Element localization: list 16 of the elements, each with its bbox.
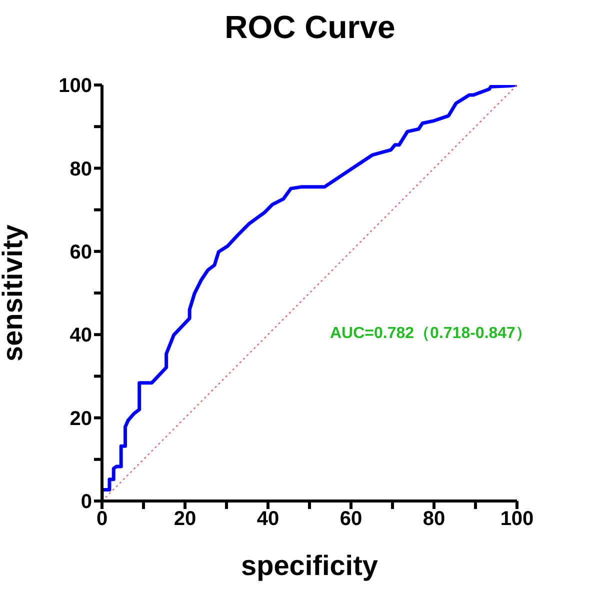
annotation: AUC=0.782（0.718-0.847） xyxy=(330,325,532,342)
y-tick-label: 20 xyxy=(70,408,92,430)
x-tick-label: 0 xyxy=(96,508,108,530)
y-tick-label: 0 xyxy=(80,491,92,514)
y-axis-title: sensitivity xyxy=(0,224,28,362)
x-tick-label: 80 xyxy=(422,508,446,530)
x-tick-label: 60 xyxy=(340,508,362,530)
y-tick-label: 60 xyxy=(70,242,92,264)
y-tick-label: 100 xyxy=(58,75,92,98)
x-tick-label: 20 xyxy=(174,508,196,530)
x-tick-label: 100 xyxy=(500,508,534,530)
y-tick-label: 40 xyxy=(70,324,92,347)
x-tick-label: 40 xyxy=(256,508,280,530)
y-tick-label: 80 xyxy=(70,158,92,180)
chart-title: ROC Curve xyxy=(224,9,396,45)
x-axis-title: specificity xyxy=(241,550,378,581)
